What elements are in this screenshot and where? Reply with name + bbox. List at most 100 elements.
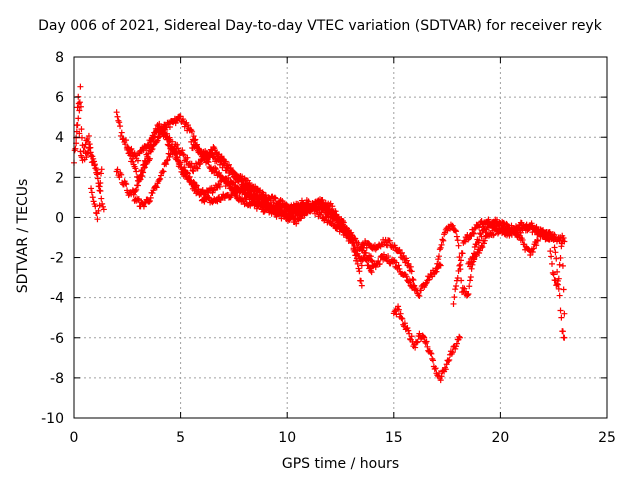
data-point [72,145,79,152]
data-point [169,138,176,145]
data-point [530,245,537,252]
data-point [350,245,357,252]
data-point [194,165,201,172]
data-point [197,190,204,197]
data-point [556,292,563,299]
data-point [150,142,157,149]
data-point [464,292,471,299]
data-point [122,141,129,148]
data-point [187,164,194,171]
data-point [114,113,121,120]
data-point [94,175,101,182]
x-axis-label: GPS time / hours [281,456,400,472]
data-point [88,185,95,192]
data-point [422,280,429,287]
data-point [470,230,477,237]
data-point [117,123,124,130]
data-point [416,293,423,300]
data-point [75,100,82,107]
data-point [533,223,540,230]
data-point [554,277,561,284]
data-point [362,250,369,257]
data-point [352,252,359,259]
data-point [137,176,144,183]
data-point [230,179,237,186]
series-track11 [358,236,419,293]
y-tick-label: -6 [50,331,64,347]
data-point [133,186,140,193]
y-tick-label: -10 [41,411,64,427]
data-point [424,343,431,350]
data-point [415,292,422,299]
data-point [550,271,557,278]
data-point [358,277,364,284]
data-point [548,253,555,260]
data-point [98,166,105,173]
data-point [180,151,187,158]
data-point [77,83,84,90]
data-point [490,231,497,238]
data-point [96,183,103,190]
data-point [95,207,102,214]
data-point [134,197,141,204]
data-point [410,277,417,284]
data-point [408,333,415,340]
y-tick-label: 8 [55,50,64,66]
data-point [146,155,153,162]
data-point [227,165,234,172]
data-point [271,194,278,201]
data-point [351,248,358,255]
data-point [376,260,383,267]
data-point [559,262,566,269]
data-point [175,157,182,164]
data-point [77,103,84,110]
data-point [401,320,408,327]
data-point [83,154,90,161]
data-point [140,165,147,172]
data-point [540,227,547,234]
data-point [90,198,97,205]
data-point [87,149,94,156]
data-point [437,262,444,269]
data-point [146,198,153,205]
data-point [94,216,101,223]
series-track4 [88,185,103,223]
data-point [174,117,181,124]
data-point [335,213,342,220]
data-point [529,249,536,256]
data-point [329,203,336,210]
data-point [461,238,468,245]
data-point [76,107,83,114]
data-point [78,126,85,133]
data-point [149,145,156,152]
series-track2 [73,83,86,149]
data-point [149,190,156,197]
data-point [435,253,442,260]
data-point [481,240,487,247]
data-point [352,235,359,242]
data-point [171,149,178,156]
data-point [560,286,567,293]
data-point [153,138,160,145]
y-axis-label: SDTVAR / TECUs [15,178,31,294]
data-point [431,366,438,373]
data-point [467,274,474,281]
data-point [393,311,400,318]
data-point [340,219,347,226]
data-point [181,169,188,176]
data-point [153,184,160,191]
data-point [242,196,249,203]
data-point [184,154,191,161]
data-point [405,260,412,267]
data-point [113,109,120,116]
data-point [386,237,393,244]
data-point [430,357,437,364]
data-point [438,241,445,248]
data-point [560,234,567,241]
data-point [278,215,285,222]
data-point [405,327,412,334]
data-point [435,370,442,377]
data-point [134,157,141,164]
data-point [421,334,428,341]
data-point [534,237,541,244]
